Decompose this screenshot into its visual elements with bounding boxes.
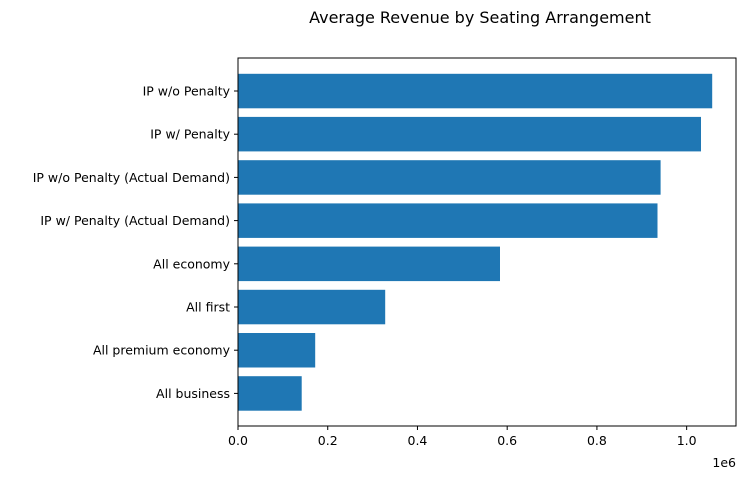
category-label: IP w/ Penalty — [150, 127, 230, 142]
x-axis-offset-label: 1e6 — [712, 455, 736, 470]
plot-frame — [237, 57, 737, 427]
bar — [238, 73, 713, 109]
category-label: All first — [186, 300, 230, 315]
x-tick-label: 0.8 — [587, 433, 607, 448]
category-label: IP w/o Penalty (Actual Demand) — [33, 170, 230, 185]
bar — [238, 333, 316, 368]
bar — [238, 246, 500, 282]
category-label: All premium economy — [93, 343, 231, 358]
x-tick-label: 0.2 — [318, 433, 338, 448]
x-tick-label: 0.0 — [228, 433, 248, 448]
category-label: IP w/ Penalty (Actual Demand) — [40, 213, 230, 228]
category-label: All business — [156, 386, 230, 401]
x-tick-label: 0.6 — [497, 433, 517, 448]
category-label: All economy — [153, 256, 230, 271]
bar — [238, 376, 302, 411]
bar — [238, 116, 701, 152]
x-tick-label: 1.0 — [677, 433, 697, 448]
chart-title: Average Revenue by Seating Arrangement — [309, 8, 651, 27]
category-label: IP w/o Penalty — [143, 84, 231, 99]
x-tick-label: 0.4 — [408, 433, 428, 448]
category-labels: IP w/o Penalty IP w/ Penalty IP w/o Penalt… — [33, 84, 238, 401]
bar — [238, 289, 386, 325]
bar — [238, 160, 661, 195]
bar — [238, 203, 658, 238]
x-axis-ticks: 0.0 0.2 0.4 0.6 0.8 1.0 — [228, 426, 697, 448]
bars-group — [238, 73, 713, 411]
